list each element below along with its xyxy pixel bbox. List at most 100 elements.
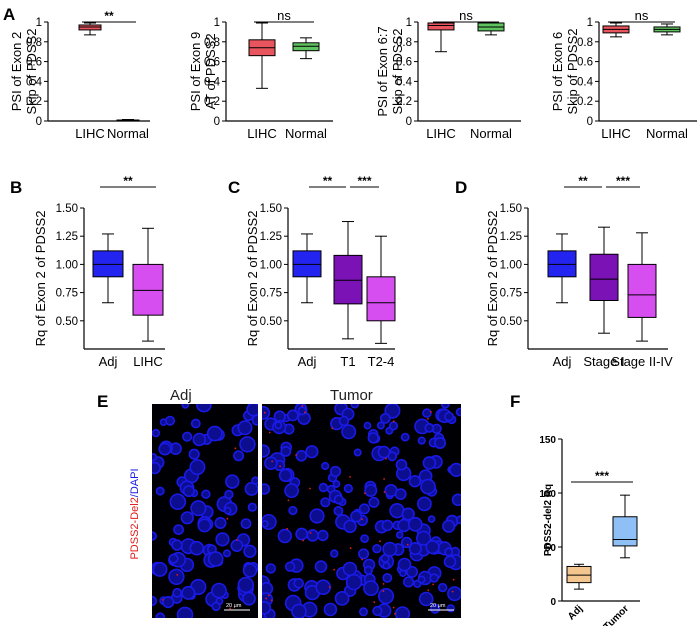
nucleus (274, 421, 283, 430)
red-signal-dot (176, 574, 179, 576)
y-tick-label: 0.4 (26, 76, 43, 88)
nucleus (297, 406, 307, 416)
red-signal-dot (392, 420, 395, 423)
box-body (566, 565, 592, 584)
red-signal-dot (309, 532, 312, 534)
nucleus (395, 531, 404, 539)
nucleus (158, 442, 172, 456)
nucleus (400, 432, 410, 442)
nucleus (343, 483, 354, 494)
red-signal-dot (304, 411, 306, 414)
image-tumor-cells (262, 404, 461, 618)
significance-label: ** (104, 9, 114, 23)
y-tick-label: 0.6 (577, 57, 593, 69)
significance-label: ** (323, 174, 333, 188)
nucleus (377, 445, 391, 459)
nucleus (407, 516, 423, 532)
nucleus (223, 549, 232, 558)
scale-bar-tumor-label: 20 μm (430, 603, 446, 609)
y-axis-label: Skip of PDSS2 (24, 29, 39, 115)
nucleus (262, 406, 271, 420)
nucleus (237, 420, 253, 436)
nucleus (192, 432, 207, 447)
y-tick-label: 1.25 (260, 231, 282, 243)
panel-label-d: D (455, 178, 467, 197)
significance-label: ** (123, 174, 133, 188)
significance-label: ** (578, 174, 588, 188)
y-tick-label: 0.8 (26, 37, 42, 49)
nucleus (403, 576, 415, 588)
y-tick-label: 0 (550, 597, 556, 608)
box-body (292, 250, 322, 278)
nucleus (280, 445, 292, 457)
nucleus (401, 507, 415, 521)
nucleus (162, 595, 175, 609)
y-axis-label: PDSS2-del2 Rq (543, 484, 554, 556)
red-signal-dot (373, 601, 376, 604)
nucleus (152, 561, 168, 577)
nucleus (358, 548, 370, 560)
nucleus (334, 591, 350, 606)
nucleus (240, 518, 252, 529)
red-signal-dot (452, 578, 455, 581)
box-adj (292, 233, 322, 304)
y-tick-label: 50 (545, 543, 557, 554)
nucleus (442, 519, 456, 533)
red-signal-dot (162, 599, 164, 601)
chart-1: 0 0.2 0.4 0.6 0.8 1 PSI of Exon 9 AT of PDSS2 LI… (188, 8, 333, 141)
nucleus (197, 518, 212, 533)
nucleus (382, 561, 391, 570)
x-tick-label: Adj (553, 354, 572, 369)
y-tick-label: 0.75 (500, 288, 522, 300)
x-tick-label: LIHC (247, 126, 277, 141)
red-signal-dot (234, 447, 237, 450)
nucleus (372, 543, 382, 554)
nucleus (382, 541, 398, 557)
chart-2: 0 0.2 0.4 0.6 0.8 1 PSI of Exon 6:7 Skip of PDS… (375, 8, 521, 141)
nucleus (262, 444, 270, 458)
red-signal-dot (271, 460, 274, 463)
nucleus (422, 408, 432, 418)
nucleus (190, 418, 201, 429)
stain-label-red: PDSS2-Del2 (129, 497, 141, 559)
nucleus (295, 449, 308, 462)
box-normal (653, 23, 681, 36)
nucleus (190, 500, 207, 517)
red-signal-dot (279, 465, 281, 468)
image-title-tumor: Tumor (330, 387, 373, 404)
box-body (547, 250, 577, 278)
nucleus (381, 519, 394, 532)
nucleus (321, 461, 330, 471)
box-body (627, 263, 657, 318)
nucleus (262, 520, 269, 528)
significance-label: ns (277, 8, 291, 23)
red-signal-dot (385, 457, 387, 460)
nucleus (350, 510, 363, 523)
box-body (612, 516, 638, 547)
y-axis-label: Skip of PDSS2 (390, 29, 405, 115)
nucleus (243, 544, 257, 558)
x-tick-label: LIHC (426, 126, 456, 141)
nucleus (341, 424, 357, 440)
y-axis-label: Rq of Exon 2 of PDSS2 (33, 211, 48, 347)
box-adj (92, 233, 124, 304)
red-signal-dot (430, 411, 432, 413)
significance-label: *** (595, 469, 609, 483)
red-signal-dot (301, 405, 304, 407)
y-tick-label: 150 (539, 435, 556, 446)
nucleus (429, 573, 439, 583)
nucleus (368, 496, 380, 508)
y-tick-label: 0 (587, 116, 593, 128)
nucleus (291, 603, 307, 618)
red-signal-dot (229, 607, 232, 610)
red-signal-dot (379, 540, 381, 543)
box-t1 (333, 221, 363, 340)
box-lihc (427, 21, 455, 53)
nucleus (188, 448, 200, 460)
nucleus (451, 493, 461, 507)
nucleus (382, 573, 393, 583)
nucleus (342, 561, 358, 577)
